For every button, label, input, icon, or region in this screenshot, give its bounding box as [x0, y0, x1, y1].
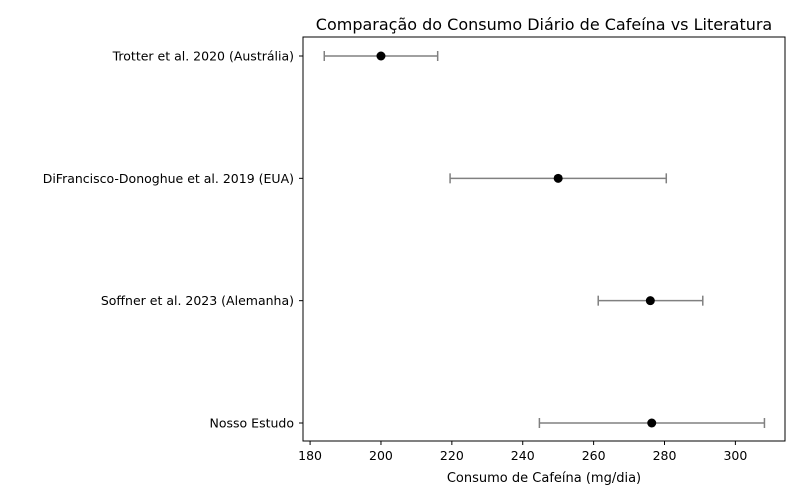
- x-tick-label: 200: [369, 448, 393, 463]
- x-tick-label: 220: [440, 448, 464, 463]
- x-axis-label: Consumo de Cafeína (mg/dia): [447, 471, 641, 486]
- study-mean-point: [553, 173, 563, 183]
- y-tick-label: Nosso Estudo: [210, 416, 294, 431]
- chart-title: Comparação do Consumo Diário de Cafeína …: [316, 15, 772, 34]
- y-tick-label: DiFrancisco-Donoghue et al. 2019 (EUA): [43, 171, 294, 186]
- x-tick-label: 180: [298, 448, 322, 463]
- study-mean-point: [645, 296, 655, 306]
- study-errorbar: [597, 295, 704, 306]
- study-errorbar: [538, 418, 766, 428]
- x-tick-label: 280: [653, 448, 677, 463]
- y-tick-label: Soffner et al. 2023 (Alemanha): [101, 293, 294, 308]
- x-tick-label: 260: [582, 448, 606, 463]
- study-errorbar: [323, 51, 439, 61]
- y-axis: Trotter et al. 2020 (Austrália) DiFrancis…: [43, 49, 303, 431]
- x-tick-label: 240: [511, 448, 535, 463]
- plot-frame: [302, 36, 786, 442]
- plot-content: [323, 51, 766, 428]
- study-mean-point: [376, 51, 386, 61]
- x-tick-label: 300: [723, 448, 747, 463]
- x-axis: 180 200 220 240 260 280 300: [298, 441, 747, 463]
- y-tick-label: Trotter et al. 2020 (Austrália): [112, 49, 294, 64]
- study-mean-point: [647, 418, 657, 428]
- study-errorbar: [449, 173, 668, 184]
